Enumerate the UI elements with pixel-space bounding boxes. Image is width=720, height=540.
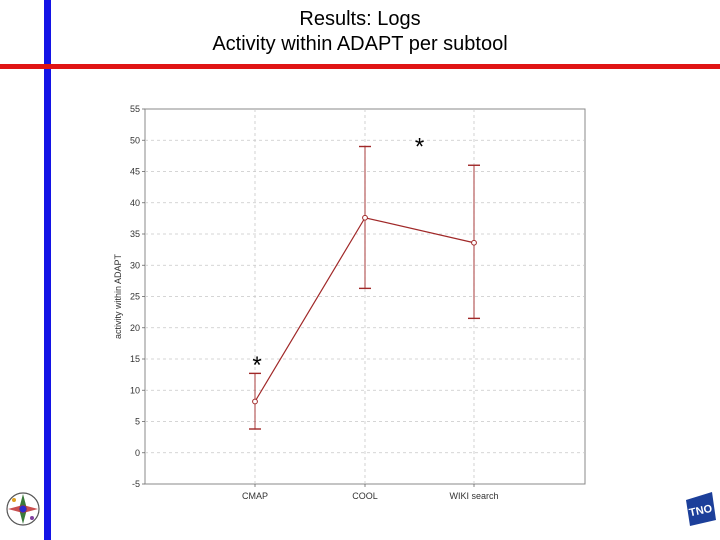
data-points: [252, 214, 477, 405]
y-tick-label: 35: [130, 229, 140, 239]
x-tick-label: WIKI search: [449, 491, 498, 501]
x-tick-labels: CMAP COOL WIKI search: [242, 484, 499, 501]
data-point: [471, 239, 477, 246]
slide-title-line-1: Results: Logs: [299, 8, 421, 30]
significance-asterisk: *: [252, 352, 261, 379]
left-accent-bar: [44, 0, 51, 540]
y-tick-label: 50: [130, 135, 140, 145]
y-tick-label: 55: [130, 104, 140, 114]
x-tick-label: CMAP: [242, 491, 268, 501]
y-tick-label: 25: [130, 292, 140, 302]
y-axis-label: activity within ADAPT: [113, 253, 123, 339]
significance-asterisk: *: [415, 133, 424, 160]
y-tick-label: 5: [135, 417, 140, 427]
y-tick-label: 10: [130, 385, 140, 395]
annotations: **: [252, 133, 424, 379]
y-tick-label: 45: [130, 167, 140, 177]
tno-logo-text: TNO: [688, 503, 714, 520]
y-tick-label: -5: [132, 479, 140, 489]
slide-title-line-2: Activity within ADAPT per subtool: [212, 33, 508, 55]
compass-logo-icon: [6, 492, 40, 526]
data-point: [252, 398, 258, 405]
x-tick-label: COOL: [352, 491, 378, 501]
data-point: [362, 214, 368, 221]
top-accent-rule: [0, 64, 720, 69]
y-tick-label: 20: [130, 323, 140, 333]
y-tick-label: 30: [130, 260, 140, 270]
y-tick-label: 15: [130, 354, 140, 364]
tno-logo-icon: TNO: [686, 492, 716, 526]
y-tick-label: 0: [135, 448, 140, 458]
y-tick-label: 40: [130, 198, 140, 208]
slide-title: Results: Logs Activity within ADAPT per …: [100, 7, 620, 57]
